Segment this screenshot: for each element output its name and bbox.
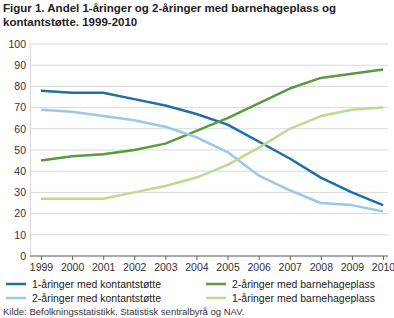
legend: 1-åringer med kontantstøtte 2-åringer med… [6,278,375,304]
x-tick-mark [103,256,104,260]
x-tick: 2008 [310,256,334,273]
x-tick-mark [72,256,73,260]
y-axis-line [30,45,31,257]
x-tick: 2002 [123,256,147,273]
y-tick: 50 [14,144,30,156]
series-line [41,91,383,205]
x-tick: 2010 [372,256,394,273]
y-tick-label: 50 [14,144,26,156]
y-tick-label: 20 [14,207,26,219]
x-tick: 2000 [61,256,85,273]
series-line [41,110,383,212]
grid-line [30,213,388,214]
legend-swatch [206,283,226,286]
x-tick-mark [259,256,260,260]
y-tick-label: 40 [14,165,26,177]
y-tick: 60 [14,123,30,135]
y-tick-label: 10 [14,229,26,241]
x-tick-mark [228,256,229,260]
y-tick-label: 80 [14,80,26,92]
grid-line [30,192,388,193]
x-tick-label: 2005 [216,261,240,273]
grid-line [30,44,388,45]
x-tick-mark [290,256,291,260]
y-tick: 70 [14,101,30,113]
series-line [41,108,383,199]
x-tick: 2007 [279,256,303,273]
source: Kilde: Befolkningsstatistikk, Statistisk… [3,306,244,317]
x-tick-mark [383,256,384,260]
y-axis: 0 10 20 30 40 50 60 70 80 90 100 [8,38,30,262]
legend-swatch [6,297,26,300]
legend-label: 2-åringer med barnehageplass [232,278,375,290]
x-tick-mark [196,256,197,260]
legend-label: 1-åringer med kontantstøtte [32,278,161,290]
x-tick-label: 2003 [154,261,178,273]
grid-line [30,256,388,257]
legend-label: 2-åringer med kontantstøtte [32,292,161,304]
legend-item: 2-åringer med kontantstøtte [6,292,161,304]
legend-label: 1-åringer med barnehageplass [232,292,375,304]
y-tick: 100 [8,38,30,50]
x-tick: 2006 [247,256,271,273]
x-tick-label: 2009 [341,261,365,273]
title: kontantstøtte. 1999-2010 [3,16,137,28]
x-tick: 2005 [216,256,240,273]
legend-item: 1-åringer med kontantstøtte [6,278,161,290]
x-tick: 1999 [30,256,54,273]
x-tick-mark [352,256,353,260]
x-tick-label: 1999 [30,261,54,273]
grid [30,44,388,256]
legend-item: 2-åringer med barnehageplass [206,278,375,290]
x-tick-label: 2008 [310,261,334,273]
y-tick: 30 [14,186,30,198]
x-axis-line [30,256,388,257]
x-tick: 2001 [92,256,116,273]
grid-line [30,150,388,151]
legend-item: 1-åringer med barnehageplass [206,292,375,304]
y-tick-label: 90 [14,59,26,71]
y-tick: 20 [14,207,30,219]
x-tick-label: 2007 [279,261,303,273]
y-tick: 10 [14,229,30,241]
y-tick: 40 [14,165,30,177]
lines [41,69,383,211]
x-axis: 1999 2000 2001 2002 2003 2004 2005 2006 2007 2008… [30,256,394,273]
legend-swatch [6,283,26,286]
x-tick-label: 2001 [92,261,116,273]
x-tick-mark [165,256,166,260]
grid-line [30,65,388,66]
title: Figur 1. Andel 1-åringer og 2-åringer me… [3,2,336,14]
x-tick-label: 2010 [372,261,394,273]
x-tick-label: 2004 [185,261,209,273]
y-tick-label: 0 [20,250,26,262]
chart: Figur 1. Andel 1-åringer og 2-åringer me… [0,0,394,318]
x-tick-mark [41,256,42,260]
x-tick-label: 2000 [61,261,85,273]
y-tick: 90 [14,59,30,71]
y-tick-label: 60 [14,123,26,135]
y-tick-label: 100 [8,38,26,50]
x-tick-mark [134,256,135,260]
x-tick: 2003 [154,256,178,273]
x-tick-label: 2002 [123,261,147,273]
grid-line [30,86,388,87]
grid-line [30,234,388,235]
grid-line [30,128,388,129]
y-tick-label: 70 [14,101,26,113]
legend-swatch [206,297,226,300]
x-tick-label: 2006 [247,261,271,273]
x-tick: 2004 [185,256,209,273]
x-tick: 2009 [341,256,365,273]
x-tick-mark [321,256,322,260]
y-tick-label: 30 [14,186,26,198]
grid-line [30,107,388,108]
y-tick: 0 [20,250,30,262]
y-tick: 80 [14,80,30,92]
